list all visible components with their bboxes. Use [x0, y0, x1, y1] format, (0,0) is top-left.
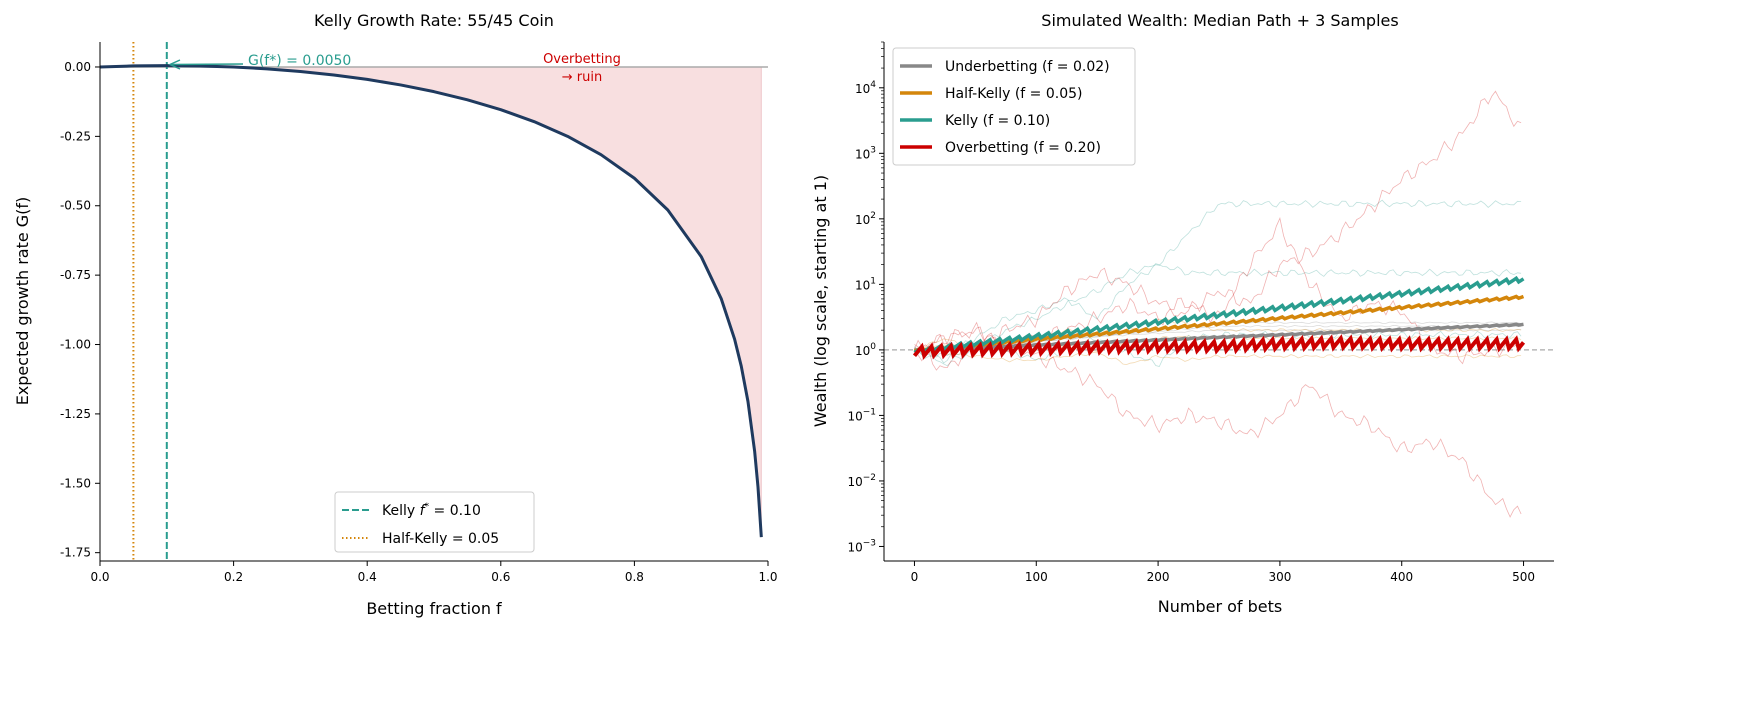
x-tick-label: 400 — [1390, 570, 1413, 584]
median-path-3 — [913, 275, 1525, 354]
legend-kelly-label: Kelly f* = 0.10 — [382, 502, 481, 519]
overbetting-region — [166, 65, 762, 538]
x-tick-label: 0 — [911, 570, 919, 584]
legend-label-1: Underbetting (f = 0.02) — [945, 59, 1110, 75]
x-tick-label: 0.8 — [625, 570, 644, 584]
right-legend: Underbetting (f = 0.02) Half-Kelly (f = 0… — [892, 47, 1136, 166]
sample-path-3-2 — [914, 263, 1522, 358]
y-tick-label: 0.00 — [64, 60, 91, 74]
x-tick-label: 300 — [1268, 570, 1291, 584]
y-tick-label: -0.50 — [60, 199, 91, 213]
left-chart-title: Kelly Growth Rate: 55/45 Coin — [314, 11, 554, 30]
y-tick-label: -1.00 — [60, 338, 91, 352]
legend-label-2: Half-Kelly (f = 0.05) — [945, 86, 1082, 102]
y-tick-label: -1.25 — [60, 407, 91, 421]
overbetting-annotation: Overbetting — [543, 52, 621, 67]
x-tick-label: 100 — [1025, 570, 1048, 584]
x-tick-label: 1.0 — [758, 570, 777, 584]
y-tick-label: 104 — [855, 80, 876, 96]
y-tick-label: -1.50 — [60, 476, 91, 490]
x-tick-label: 0.2 — [224, 570, 243, 584]
y-tick-label: -0.25 — [60, 129, 91, 143]
kelly-optimum-annotation: G(f*) = 0.0050 — [248, 53, 351, 69]
median-paths — [912, 275, 1526, 360]
y-tick-label: -1.75 — [60, 546, 91, 560]
annotation-arrow — [171, 63, 244, 66]
legend-half-kelly-label: Half-Kelly = 0.05 — [382, 531, 499, 547]
legend-label-4: Overbetting (f = 0.20) — [945, 140, 1101, 156]
sample-path-4-2 — [914, 217, 1522, 371]
wealth-simulation-chart: Simulated Wealth: Median Path + 3 Sample… — [811, 11, 1554, 616]
growth-rate-chart: Kelly Growth Rate: 55/45 Coin 0.0 0.2 0.4 0… — [13, 11, 778, 618]
x-tick-label: 0.0 — [90, 570, 109, 584]
sample-path-2-2 — [914, 349, 1522, 366]
ruin-annotation: → ruin — [562, 70, 602, 85]
right-y-axis-label: Wealth (log scale, starting at 1) — [811, 175, 830, 427]
x-tick-label: 0.6 — [491, 570, 510, 584]
y-tick-label: 103 — [855, 145, 876, 161]
y-tick-label: 10−3 — [847, 538, 876, 554]
x-tick-label: 0.4 — [358, 570, 377, 584]
left-legend-box — [334, 491, 535, 553]
y-tick-label: 10−2 — [847, 473, 876, 489]
y-tick-label: -0.75 — [60, 268, 91, 282]
arrow-head-icon — [168, 59, 181, 70]
x-tick-label: 500 — [1512, 570, 1535, 584]
growth-rate-curve — [99, 64, 763, 538]
y-tick-label: 102 — [855, 211, 876, 227]
sample-path-4-3 — [914, 321, 1522, 518]
left-x-axis-label: Betting fraction f — [366, 599, 502, 618]
y-tick-label: 10−1 — [847, 407, 876, 423]
legend-label-3: Kelly (f = 0.10) — [945, 113, 1050, 129]
left-legend: Kelly f* = 0.10 Half-Kelly = 0.05 — [334, 491, 535, 553]
right-x-axis-label: Number of bets — [1158, 597, 1282, 616]
right-legend-box — [892, 47, 1136, 166]
y-tick-label: 100 — [855, 342, 876, 358]
right-chart-title: Simulated Wealth: Median Path + 3 Sample… — [1041, 11, 1398, 30]
median-path-4 — [912, 334, 1526, 360]
left-y-axis-label: Expected growth rate G(f) — [13, 197, 32, 406]
overbetting-fill — [166, 65, 762, 538]
sample-path-3-1 — [914, 199, 1522, 367]
y-tick-label: 101 — [855, 276, 876, 292]
median-path-2 — [913, 294, 1525, 353]
x-tick-label: 200 — [1147, 570, 1170, 584]
